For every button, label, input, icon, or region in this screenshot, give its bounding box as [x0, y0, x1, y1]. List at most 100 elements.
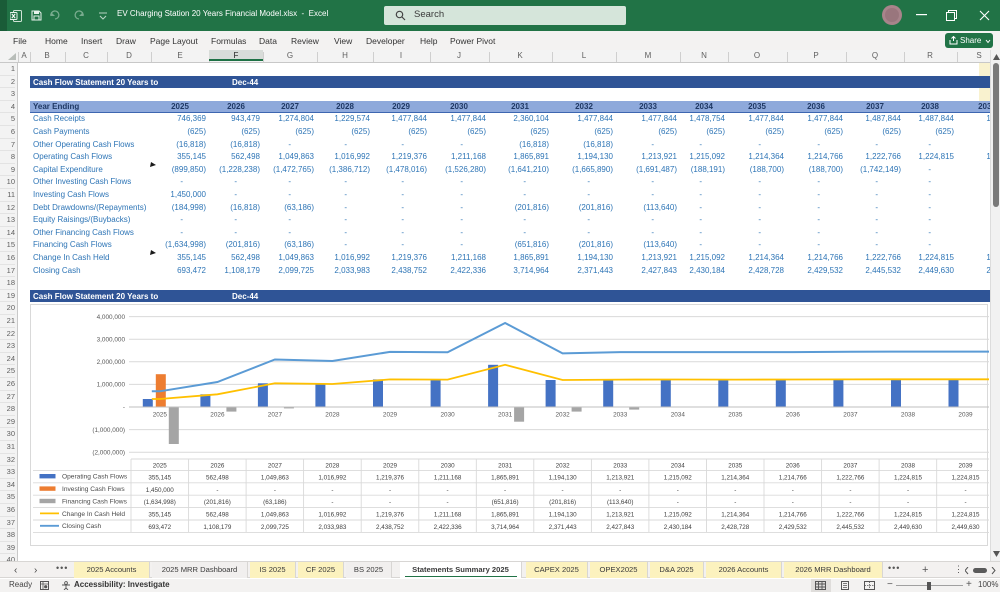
svg-text:-: -: [274, 487, 276, 494]
svg-text:(201,816): (201,816): [549, 499, 576, 506]
svg-text:1,049,863: 1,049,863: [261, 474, 290, 481]
svg-text:1,865,891: 1,865,891: [491, 474, 520, 481]
svg-text:1,016,992: 1,016,992: [318, 474, 347, 481]
svg-text:2025: 2025: [153, 412, 168, 419]
svg-text:2034: 2034: [671, 412, 686, 419]
svg-text:-: -: [849, 487, 851, 494]
svg-text:1,214,766: 1,214,766: [779, 474, 808, 481]
svg-text:Operating Cash Flows: Operating Cash Flows: [62, 474, 128, 481]
svg-text:3,714,964: 3,714,964: [491, 524, 520, 531]
svg-text:1,214,364: 1,214,364: [721, 474, 750, 481]
svg-text:2,438,752: 2,438,752: [376, 524, 405, 531]
svg-text:4,000,000: 4,000,000: [97, 314, 126, 321]
svg-text:2,429,532: 2,429,532: [779, 524, 808, 531]
svg-text:2036: 2036: [786, 412, 801, 419]
svg-text:Investing Cash Flows: Investing Cash Flows: [62, 486, 125, 493]
svg-text:1,219,376: 1,219,376: [376, 512, 405, 519]
svg-text:(201,816): (201,816): [204, 499, 231, 506]
svg-text:1,450,000: 1,450,000: [146, 487, 175, 494]
svg-text:2032: 2032: [555, 412, 570, 419]
svg-text:2037: 2037: [843, 462, 858, 469]
svg-text:-: -: [792, 487, 794, 494]
svg-text:1,222,766: 1,222,766: [836, 512, 865, 519]
svg-text:2033: 2033: [613, 462, 628, 469]
svg-text:(113,640): (113,640): [607, 499, 634, 506]
svg-text:-: -: [447, 499, 449, 506]
svg-text:2032: 2032: [556, 462, 571, 469]
svg-text:-: -: [734, 487, 736, 494]
svg-text:-: -: [677, 499, 679, 506]
svg-text:1,224,815: 1,224,815: [951, 512, 980, 519]
svg-text:2,430,184: 2,430,184: [664, 524, 693, 531]
svg-text:1,224,815: 1,224,815: [894, 474, 923, 481]
svg-text:-: -: [389, 499, 391, 506]
svg-text:1,214,766: 1,214,766: [779, 512, 808, 519]
svg-text:2025: 2025: [153, 462, 168, 469]
svg-text:2037: 2037: [843, 412, 858, 419]
svg-text:2,033,983: 2,033,983: [318, 524, 347, 531]
svg-text:Closing Cash: Closing Cash: [62, 523, 102, 530]
svg-text:-: -: [123, 404, 125, 411]
svg-text:-: -: [331, 487, 333, 494]
svg-text:(651,816): (651,816): [492, 499, 519, 506]
svg-text:2031: 2031: [498, 412, 513, 419]
svg-text:2,428,728: 2,428,728: [721, 524, 750, 531]
svg-text:2029: 2029: [383, 462, 398, 469]
svg-text:Financing Cash Flows: Financing Cash Flows: [62, 498, 128, 505]
svg-text:-: -: [562, 487, 564, 494]
svg-text:1,224,815: 1,224,815: [894, 512, 923, 519]
svg-text:1,211,168: 1,211,168: [434, 512, 462, 519]
svg-text:2029: 2029: [383, 412, 398, 419]
svg-text:2033: 2033: [613, 412, 628, 419]
svg-text:1,214,364: 1,214,364: [721, 512, 750, 519]
svg-text:2,371,443: 2,371,443: [549, 524, 578, 531]
svg-text:562,498: 562,498: [206, 474, 229, 481]
svg-text:355,145: 355,145: [148, 512, 171, 519]
svg-text:1,211,168: 1,211,168: [434, 474, 462, 481]
svg-text:(1,000,000): (1,000,000): [92, 427, 125, 434]
svg-text:2,000,000: 2,000,000: [97, 359, 126, 366]
svg-text:2,449,630: 2,449,630: [951, 524, 980, 531]
svg-text:2036: 2036: [786, 462, 801, 469]
svg-text:1,219,376: 1,219,376: [376, 474, 405, 481]
svg-text:2038: 2038: [901, 412, 916, 419]
svg-text:-: -: [964, 487, 966, 494]
svg-text:Change In Cash Held: Change In Cash Held: [62, 511, 125, 518]
svg-text:-: -: [216, 487, 218, 494]
svg-text:2028: 2028: [325, 462, 340, 469]
svg-text:2,099,725: 2,099,725: [261, 524, 290, 531]
svg-text:3,000,000: 3,000,000: [97, 336, 126, 343]
svg-text:1,213,921: 1,213,921: [606, 512, 635, 519]
svg-text:-: -: [677, 487, 679, 494]
svg-text:2039: 2039: [958, 462, 973, 469]
svg-text:1,194,130: 1,194,130: [549, 474, 578, 481]
svg-text:2027: 2027: [268, 462, 283, 469]
svg-text:2034: 2034: [671, 462, 686, 469]
svg-text:2,422,336: 2,422,336: [434, 524, 463, 531]
svg-text:2031: 2031: [498, 462, 513, 469]
svg-text:(63,186): (63,186): [263, 499, 286, 506]
svg-text:562,498: 562,498: [206, 512, 229, 519]
svg-text:2026: 2026: [210, 412, 225, 419]
svg-text:-: -: [792, 499, 794, 506]
svg-text:-: -: [504, 487, 506, 494]
svg-text:2027: 2027: [268, 412, 283, 419]
svg-text:1,222,766: 1,222,766: [836, 474, 865, 481]
svg-text:-: -: [964, 499, 966, 506]
svg-text:2030: 2030: [440, 412, 455, 419]
svg-text:2,427,843: 2,427,843: [606, 524, 635, 531]
svg-text:2035: 2035: [728, 412, 743, 419]
svg-text:1,194,130: 1,194,130: [549, 512, 578, 519]
svg-text:355,145: 355,145: [148, 474, 171, 481]
svg-text:2035: 2035: [728, 462, 743, 469]
svg-text:2,445,532: 2,445,532: [836, 524, 865, 531]
svg-text:1,000,000: 1,000,000: [97, 382, 126, 389]
svg-text:(1,634,998): (1,634,998): [144, 499, 176, 506]
svg-text:1,215,092: 1,215,092: [664, 474, 693, 481]
svg-text:1,108,179: 1,108,179: [203, 524, 232, 531]
svg-text:-: -: [619, 487, 621, 494]
svg-text:-: -: [907, 499, 909, 506]
svg-text:2026: 2026: [210, 462, 225, 469]
svg-text:2039: 2039: [958, 412, 973, 419]
svg-text:1,049,863: 1,049,863: [261, 512, 290, 519]
